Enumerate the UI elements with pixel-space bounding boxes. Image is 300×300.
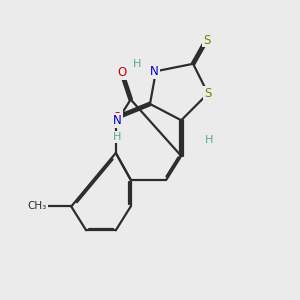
Text: O: O: [117, 66, 126, 79]
Text: O: O: [113, 111, 122, 124]
Text: N: N: [113, 114, 122, 127]
Text: H: H: [133, 59, 142, 69]
Text: CH₃: CH₃: [27, 202, 47, 212]
Text: H: H: [205, 135, 214, 145]
Text: S: S: [204, 87, 211, 100]
Text: S: S: [203, 34, 210, 46]
Text: N: N: [150, 65, 159, 78]
Text: H: H: [113, 132, 122, 142]
